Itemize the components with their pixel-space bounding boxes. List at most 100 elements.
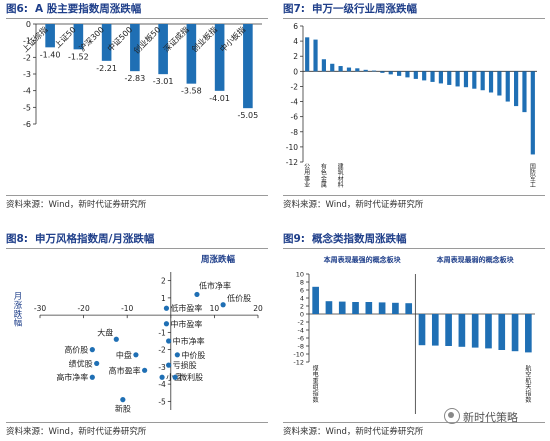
fig9-bar-3: [352, 302, 359, 314]
fig6-y-tick-label-0: 0: [26, 20, 31, 29]
fig8-point-label-10: 亏损股: [173, 360, 197, 370]
fig7-y-tick-label-1: 4: [293, 37, 298, 46]
fig6-title: 图6: A 股主要指数周涨跌幅: [6, 2, 268, 19]
fig7-bar-24: [505, 71, 510, 102]
fig7-bar-25: [514, 71, 519, 107]
fig9-source: 资料来源：Wind，新时代证券研究所: [283, 427, 424, 437]
fig9-bar-8: [418, 314, 426, 346]
fig7-bar-0: [305, 37, 310, 72]
fig7-bar-11: [397, 71, 402, 76]
fig8-point-9: [94, 360, 100, 367]
fig9-bar-10: [445, 314, 452, 346]
fig8-point-label-7: 中盘: [116, 350, 132, 360]
fig6-y-tick-label-5: -5: [23, 103, 31, 112]
fig7-y-tick-label-7: -8: [291, 128, 299, 137]
fig7-bar-6: [355, 68, 360, 72]
fig9-y-tick-label-5: 0: [300, 311, 304, 319]
fig7-bar-23: [497, 71, 502, 96]
watermark: 新时代策略: [444, 408, 518, 425]
fig6-bar-label-3: -2.83: [125, 74, 146, 83]
fig7-bar-18: [455, 71, 460, 87]
fig6-bar-label-1: -1.52: [68, 52, 89, 61]
fig7-bar-19: [463, 71, 469, 88]
wechat-icon: [444, 408, 460, 424]
fig9-caption: 概念类指数周涨跌幅: [312, 233, 407, 245]
fig7-x-tick-label-27: 国防军工: [530, 163, 536, 189]
fig9-bar-4: [365, 302, 373, 314]
fig8-point-label-4: 大盘: [97, 327, 113, 337]
fig6-bar-4: [158, 24, 168, 75]
fig7-bar-15: [430, 71, 435, 82]
fig7-y-tick-label-4: -2: [291, 82, 299, 91]
fig6-y-tick-label-2: -2: [23, 53, 31, 62]
watermark-text: 新时代策略: [463, 411, 518, 424]
fig8-point-14: [172, 374, 178, 380]
fig8-x-tick-label-0: -30: [34, 304, 46, 313]
fig9-y-tick-label-11: -12: [293, 359, 304, 367]
fig8-point-15: [120, 397, 126, 403]
fig8-x-tick-label-1: -20: [77, 304, 89, 313]
fig7-bar-9: [380, 71, 385, 73]
fig7-source: 资料来源：Wind，新时代证券研究所: [283, 200, 424, 210]
fig9-y-tick-label-0: 10: [296, 271, 304, 279]
fig6-bar-6: [214, 24, 225, 91]
fig8-point-2: [163, 305, 170, 311]
fig9-bar-6: [392, 302, 399, 314]
fig9-bar-9: [431, 314, 439, 346]
fig6-y-tick-label-1: -1: [23, 37, 31, 46]
fig7-bar-26: [522, 71, 527, 113]
fig6-bar-label-6: -4.01: [209, 94, 230, 103]
fig9-bar-2: [338, 301, 346, 314]
fig7-title: 图7: 申万一级行业周涨跌幅: [283, 2, 545, 19]
fig9-bar-15: [511, 314, 519, 352]
fig8-point-label-11: 高市盈率: [109, 365, 141, 375]
fig8-y-tick-label-2: -1: [158, 328, 166, 337]
fig8-point-label-1: 低价股: [227, 293, 251, 303]
fig9-bar-5: [378, 302, 386, 314]
fig8-point-11: [142, 367, 148, 373]
fig8-point-label-2: 低市盈率: [170, 303, 202, 313]
fig8-source: 资料来源：Wind，新时代证券研究所: [6, 427, 147, 437]
fig6-number: 图6:: [6, 3, 29, 15]
fig8-point-0: [194, 291, 200, 298]
fig7-chart: 6 4 2 0 -2 -4 -6 -8 -10 -12 公用事业 有色金属 建筑材料 国防军工: [286, 22, 537, 189]
fig8-point-label-0: 低市净率: [199, 280, 231, 290]
fig9-bar-12: [471, 314, 479, 348]
fig7-x-tick-label-0: 公用事业: [304, 163, 310, 189]
fig8-point-13: [89, 374, 95, 380]
fig8-y-axis-title: 月涨跌幅: [14, 292, 23, 329]
fig7-bar-1: [313, 39, 318, 72]
fig9-bar-0: [312, 286, 319, 314]
fig8-point-4: [113, 336, 119, 342]
fig8-point-12: [159, 374, 165, 380]
fig7-bar-10: [388, 71, 393, 75]
fig7-y-tick-label-5: -4: [291, 98, 299, 107]
fig6-bar-label-0: -1.40: [40, 50, 61, 59]
fig6-bar-label-4: -3.01: [153, 77, 174, 86]
fig9-y-tick-label-10: -10: [293, 351, 304, 359]
fig8-point-7: [133, 352, 139, 358]
fig6-source: 资料来源：Wind，新时代证券研究所: [6, 200, 147, 210]
fig8-y-tick-label-5: -4: [158, 380, 166, 389]
fig7-y-tick-label-3: 0: [293, 67, 298, 76]
fig6-bar-label-7: -5.05: [238, 111, 259, 120]
fig6-panel: 图6: A 股主要指数周涨跌幅 0 -1 -2 -3 -4 -5 -6 -1.40 上证综指 -1.…: [6, 2, 268, 212]
fig8-point-3: [163, 321, 170, 327]
fig9-y-tick-label-8: -6: [298, 335, 304, 343]
fig7-bar-7: [363, 69, 368, 72]
fig7-bar-3: [330, 63, 335, 72]
fig7-bar-8: [371, 70, 377, 72]
fig7-y-tick-label-6: -6: [291, 113, 299, 122]
fig7-y-tick-label-9: -12: [286, 158, 298, 167]
fig9-bar-16: [525, 314, 532, 353]
fig8-number: 图8:: [6, 233, 29, 245]
fig9-y-tick-label-4: 2: [300, 303, 304, 311]
fig8-x-tick-label-4: 10: [210, 304, 220, 313]
fig7-bar-5: [346, 67, 352, 72]
fig9-panel: 图9: 概念类指数周涨跌幅 10 8 6 4 2 0 -2 -4 -6 -8 -10 -12 本周表现最强…: [283, 232, 545, 441]
fig7-bar-14: [422, 71, 427, 81]
fig8-point-1: [220, 302, 226, 308]
fig7-y-tick-label-0: 6: [293, 22, 298, 31]
fig9-bar-13: [485, 314, 492, 349]
fig8-x-tick-label-5: 20: [253, 304, 263, 313]
